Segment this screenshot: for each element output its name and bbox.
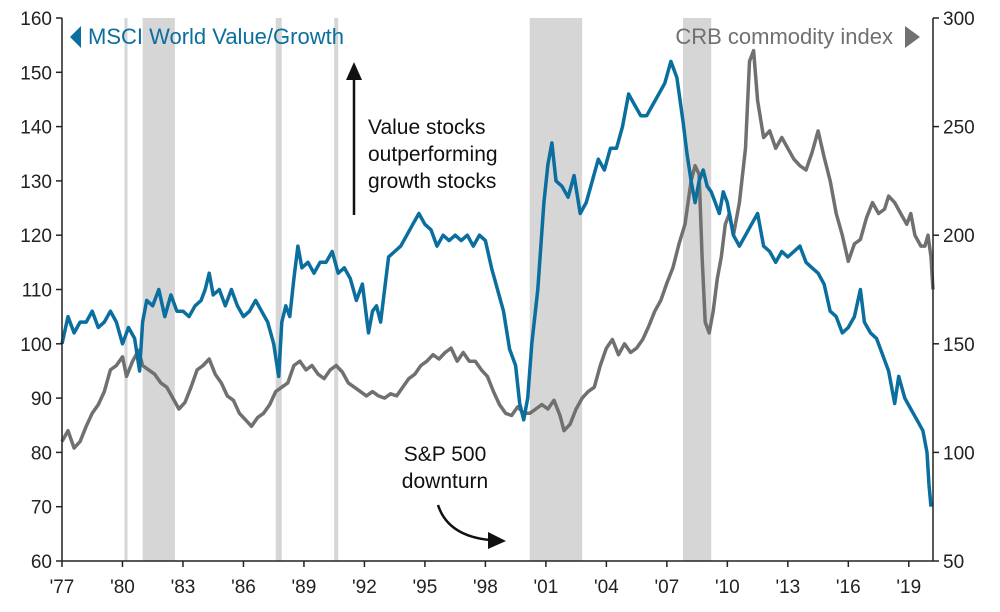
- annotation-value-line-1: Value stocks: [368, 116, 486, 139]
- left-tick-label: 60: [31, 552, 52, 573]
- curved-arrow-shaft: [436, 504, 491, 542]
- left-tick-label: 140: [20, 118, 52, 139]
- annotation-sp500: S&P 500 downturn: [402, 443, 506, 549]
- annotation-value-line-3: growth stocks: [368, 170, 496, 193]
- x-tick-label: '83: [171, 577, 196, 598]
- x-tick-label: '04: [594, 577, 619, 598]
- up-arrow-icon: [346, 62, 362, 80]
- downturn-band-0: [124, 18, 128, 561]
- legend-right: CRB commodity index: [675, 24, 920, 49]
- x-tick-label: '16: [836, 577, 861, 598]
- left-tick-label: 80: [31, 443, 52, 464]
- right-tick-label: 50: [943, 552, 964, 573]
- x-tick-label: '80: [110, 577, 135, 598]
- x-tick-label: '13: [775, 577, 800, 598]
- left-tick-label: 110: [22, 281, 52, 302]
- left-y-ticks: 60 70 80 90 100 110 120 130 140 150 160: [20, 9, 62, 573]
- annotation-value: Value stocks outperforming growth stocks: [346, 62, 498, 215]
- right-y-ticks: 50 100 150 200 250 300: [933, 9, 975, 573]
- right-tick-label: 200: [943, 226, 975, 247]
- left-tick-label: 100: [20, 335, 52, 356]
- downturn-band-2: [275, 18, 282, 561]
- x-tick-label: '89: [292, 577, 317, 598]
- downturn-band-3: [334, 18, 339, 561]
- left-tick-label: 90: [31, 389, 52, 410]
- x-tick-label: '01: [534, 577, 559, 598]
- series-value-growth-line: [60, 59, 933, 507]
- x-tick-label: '95: [413, 577, 438, 598]
- x-tick-label: '86: [231, 577, 256, 598]
- x-tick-label: '98: [473, 577, 498, 598]
- left-tick-label: 160: [20, 9, 52, 30]
- series-lines: [60, 48, 935, 507]
- x-tick-label: '19: [896, 577, 921, 598]
- right-tick-label: 150: [943, 335, 975, 356]
- legend-left-label: MSCI World Value/Growth: [88, 24, 344, 49]
- legend-right-label: CRB commodity index: [675, 24, 893, 49]
- left-tick-label: 70: [31, 498, 52, 519]
- annotation-sp-line-1: S&P 500: [404, 443, 487, 466]
- legend-right-arrow-icon: [905, 26, 920, 48]
- left-tick-label: 120: [20, 226, 52, 247]
- x-ticks: '77 '80 '83 '86 '89 '92 '95 '98 '01 '04 '07 '10 '13 '…: [50, 561, 921, 598]
- annotation-sp-line-2: downturn: [402, 470, 488, 493]
- right-tick-label: 300: [943, 9, 975, 30]
- x-tick-label: '10: [715, 577, 740, 598]
- left-tick-label: 150: [20, 63, 52, 84]
- annotation-value-line-2: outperforming: [368, 143, 498, 166]
- x-tick-label: '77: [50, 577, 75, 598]
- right-tick-label: 250: [943, 118, 975, 139]
- legend-left-arrow-icon: [70, 26, 81, 48]
- right-tick-label: 100: [943, 443, 975, 464]
- x-tick-label: '07: [654, 577, 679, 598]
- left-tick-label: 130: [20, 172, 52, 193]
- downturn-band-5: [682, 18, 712, 561]
- legend-left: MSCI World Value/Growth: [70, 24, 344, 49]
- curved-arrow-icon: [488, 532, 506, 549]
- x-tick-label: '92: [352, 577, 377, 598]
